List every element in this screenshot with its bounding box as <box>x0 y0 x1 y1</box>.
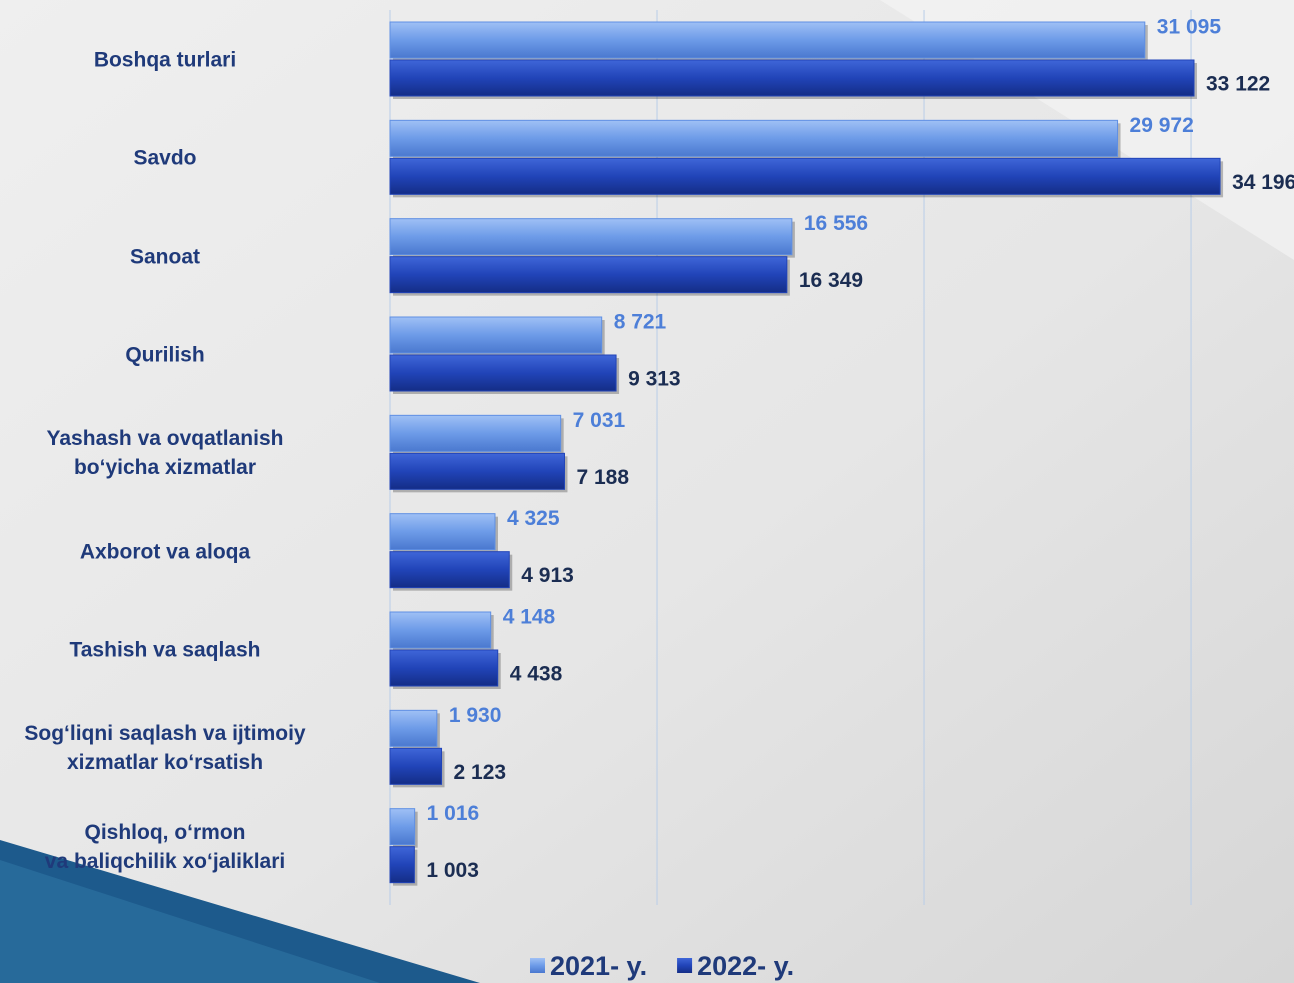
value-label: 9 313 <box>628 368 681 391</box>
category-label: Sanoat <box>129 245 200 269</box>
bar <box>389 709 438 747</box>
value-label: 16 349 <box>799 269 863 292</box>
value-label: 7 031 <box>573 409 626 432</box>
bar <box>389 59 1195 97</box>
category-label: Tashish va saqlash <box>69 638 261 662</box>
value-label: 1 003 <box>426 859 479 882</box>
category-label: Sog‘liqni saqlash va ijtimoiy xizmatlar … <box>24 722 306 775</box>
category-label: Axborot va aloqa <box>79 540 251 564</box>
legend-swatch <box>530 958 545 973</box>
value-label: 29 972 <box>1130 114 1194 137</box>
bar <box>389 157 1221 195</box>
value-label: 1 016 <box>427 802 480 825</box>
value-label: 4 148 <box>503 606 556 629</box>
decor <box>0 860 380 983</box>
bar <box>389 354 617 392</box>
category-label: Savdo <box>133 146 197 170</box>
bar <box>389 846 415 884</box>
value-label: 1 930 <box>449 704 502 727</box>
bar <box>389 747 443 785</box>
category-label: Qishloq, o‘rmon va baliqchilik xo‘jalikl… <box>44 820 286 873</box>
value-label: 2 123 <box>454 761 507 784</box>
bar <box>389 256 788 294</box>
value-label: 16 556 <box>804 212 868 235</box>
bar <box>389 218 793 256</box>
category-label: Yashash va ovqatlanish bo‘yicha xizmatla… <box>46 427 284 480</box>
category-label: Qurilish <box>125 343 205 367</box>
value-label: 34 196 <box>1232 171 1294 194</box>
bar <box>389 316 603 354</box>
bar <box>389 513 496 551</box>
value-label: 4 325 <box>507 507 560 530</box>
value-label: 8 721 <box>614 311 667 334</box>
value-label: 4 913 <box>521 564 574 587</box>
value-label: 33 122 <box>1206 73 1270 96</box>
legend-swatch <box>677 958 693 973</box>
value-label: 4 438 <box>510 663 563 686</box>
legend-label: 2021- y. <box>550 951 647 981</box>
bar <box>389 808 416 846</box>
bar <box>389 119 1119 157</box>
value-label: 7 188 <box>576 466 629 489</box>
bar <box>389 611 492 649</box>
bar <box>389 452 565 490</box>
legend-label: 2022- y. <box>697 951 794 981</box>
category-label: Boshqa turlari <box>93 48 237 72</box>
bar <box>389 551 510 589</box>
bar <box>389 649 499 687</box>
bar <box>389 414 562 452</box>
bar <box>389 21 1146 59</box>
value-label: 31 095 <box>1157 16 1222 39</box>
